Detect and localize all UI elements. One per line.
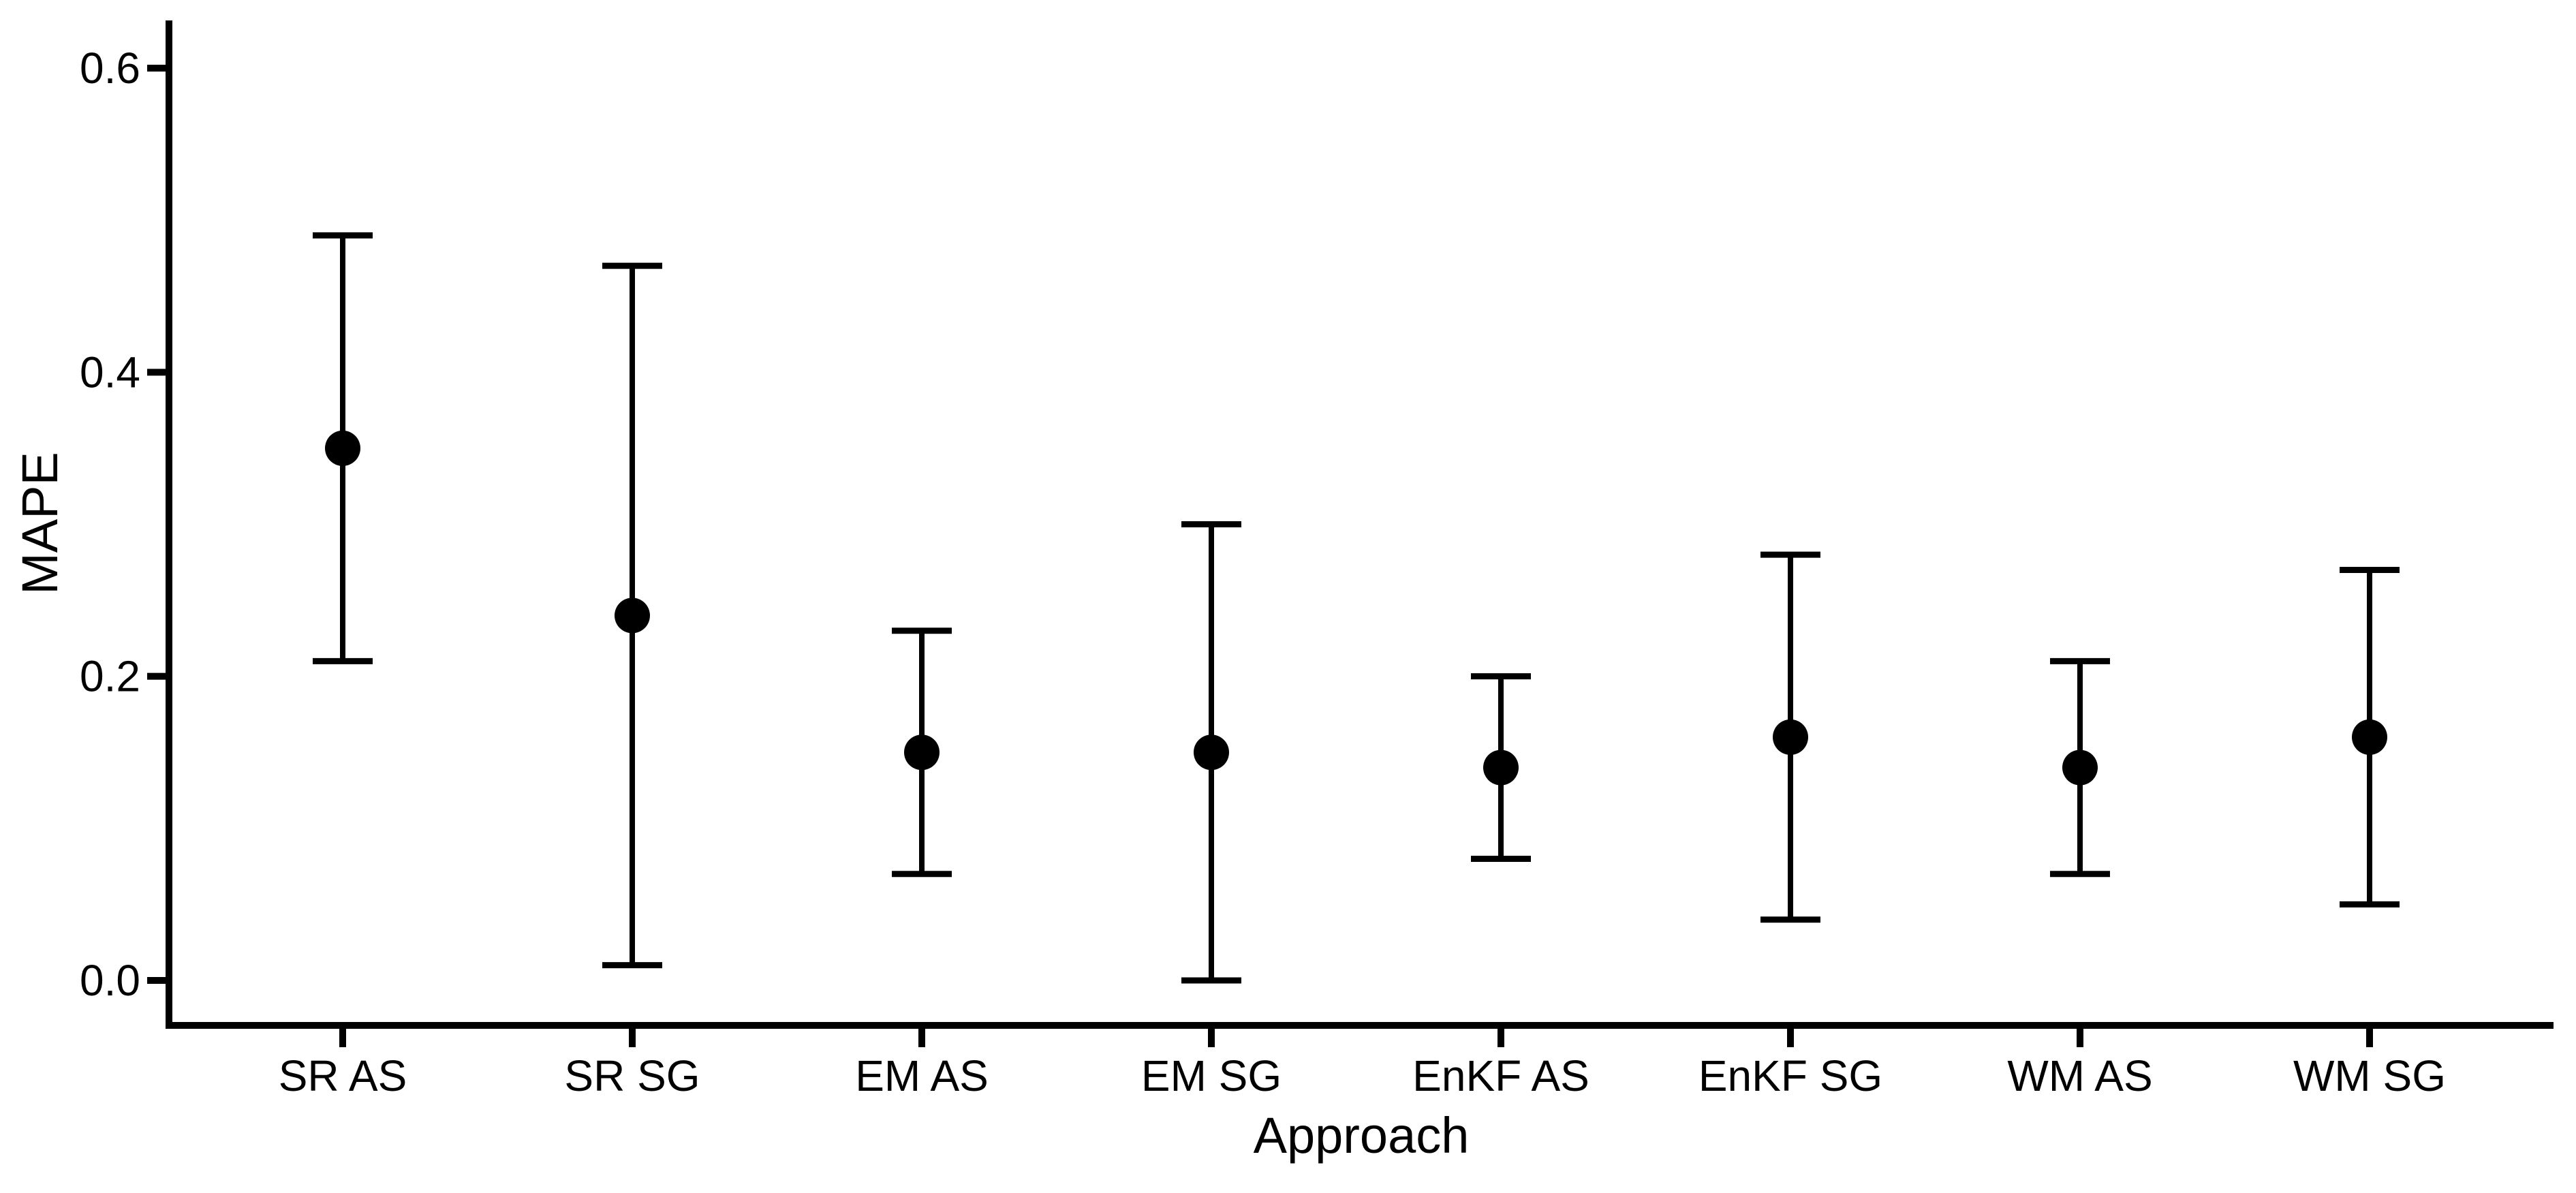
x-tick-label: SR SG xyxy=(564,1051,700,1100)
axes-layer: 0.0 0.2 0.4 0.6 SR AS SR SG EM AS EM SG EnKF AS E… xyxy=(80,20,2554,1100)
y-tick-label: 0.2 xyxy=(80,652,140,701)
errorbar-point-enkf-sg xyxy=(1760,551,1820,923)
axis-labels-layer: Approach MAPE xyxy=(12,452,1469,1164)
point-dot xyxy=(325,430,360,466)
point-dot xyxy=(2352,719,2387,755)
errorbar-point-wm-sg xyxy=(2340,566,2400,908)
x-tick-label: EnKF SG xyxy=(1698,1051,1882,1100)
x-tick-label: WM AS xyxy=(2007,1051,2152,1100)
point-dot xyxy=(1194,734,1229,771)
point-dot xyxy=(904,734,940,771)
point-dot xyxy=(1483,749,1519,786)
x-tick-label: EnKF AS xyxy=(1412,1051,1589,1100)
x-tick-label: EM SG xyxy=(1141,1051,1282,1100)
data-points-layer xyxy=(313,232,2400,984)
errorbar-point-em-as xyxy=(892,628,952,878)
y-tick-label: 0.4 xyxy=(80,347,140,397)
x-axis-title: Approach xyxy=(1254,1107,1470,1164)
errorbar-point-sr-as xyxy=(313,232,373,664)
errorbar-point-sr-sg xyxy=(602,262,662,969)
y-tick-label: 0.0 xyxy=(80,956,140,1005)
errorbar-point-wm-as xyxy=(2050,657,2110,878)
errorbar-point-enkf-as xyxy=(1471,673,1531,862)
x-tick-label: EM AS xyxy=(855,1051,989,1100)
errorbar-point-em-sg xyxy=(1181,521,1241,984)
x-tick-label: SR AS xyxy=(279,1051,407,1100)
y-axis-title: MAPE xyxy=(12,452,68,595)
point-dot xyxy=(1773,719,1808,755)
y-tick-label: 0.6 xyxy=(80,44,140,93)
point-dot xyxy=(2062,749,2098,786)
point-dot xyxy=(615,598,650,634)
x-tick-label: WM SG xyxy=(2293,1051,2446,1100)
